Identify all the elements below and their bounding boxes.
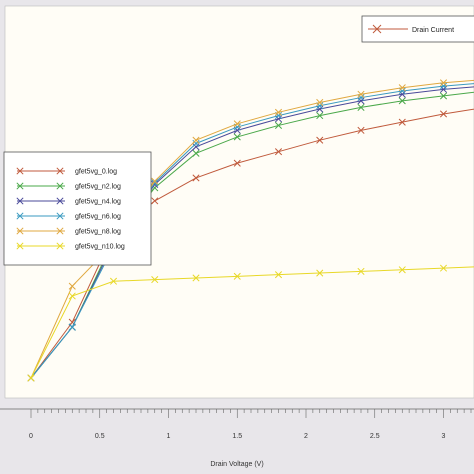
legend-marker <box>56 242 64 250</box>
data-point-marker <box>192 143 200 151</box>
legend-item[interactable]: gfet5vg_n6.log <box>16 212 121 221</box>
legend-marker <box>16 212 24 220</box>
legend-marker <box>56 197 64 205</box>
data-point-marker <box>274 115 283 123</box>
top-legend[interactable]: Drain Current <box>361 15 474 43</box>
data-point-marker <box>233 159 241 167</box>
data-point-marker <box>233 133 241 141</box>
data-point-marker <box>316 269 324 277</box>
legend-label: gfet5vg_n4.log <box>75 199 121 206</box>
data-point-marker <box>439 82 448 90</box>
legend-marker <box>56 167 64 175</box>
data-point-marker <box>398 97 406 105</box>
data-point-marker <box>439 85 448 93</box>
x-tick-label: 2 <box>304 433 308 440</box>
top-legend-marker <box>372 24 382 34</box>
legend-item[interactable]: gfet5vg_n2.log <box>16 182 121 191</box>
data-point-marker <box>192 149 200 157</box>
data-point-marker <box>439 110 448 118</box>
data-point-marker <box>398 266 406 274</box>
data-point-marker <box>27 374 35 382</box>
data-point-marker <box>439 79 448 87</box>
data-point-marker <box>274 271 283 279</box>
data-point-marker <box>357 103 365 111</box>
series-line <box>30 266 474 379</box>
legend-marker <box>56 212 64 220</box>
legend-label: gfet5vg_n2.log <box>75 184 121 191</box>
legend-label: gfet5vg_n10.log <box>75 244 125 251</box>
data-point-marker <box>151 197 159 205</box>
x-tick-label: 3 <box>442 433 446 440</box>
legend-marker <box>16 242 24 250</box>
data-point-marker <box>68 292 76 300</box>
top-legend-label: Drain Current <box>412 27 454 34</box>
series-gfet5vg_n10.log <box>27 264 474 382</box>
legend-marker <box>16 182 24 190</box>
data-point-marker <box>68 323 76 331</box>
data-point-marker <box>439 264 448 272</box>
legend-marker <box>56 227 64 235</box>
data-point-marker <box>316 112 324 120</box>
legend-label: gfet5vg_n6.log <box>75 214 121 221</box>
data-point-marker <box>316 105 324 113</box>
data-point-marker <box>398 90 406 98</box>
x-tick-label: 0.5 <box>95 433 105 440</box>
legend-label: gfet5vg_n8.log <box>75 229 121 236</box>
legend-item[interactable]: gfet5vg_n4.log <box>16 197 121 206</box>
legend-marker <box>16 227 24 235</box>
data-point-marker <box>68 282 76 290</box>
data-point-marker <box>274 121 283 129</box>
data-point-marker <box>357 126 365 134</box>
data-point-marker <box>109 277 118 285</box>
data-point-marker <box>316 102 324 110</box>
data-point-marker <box>357 97 365 105</box>
x-tick-label: 1.5 <box>232 433 242 440</box>
legend-marker <box>56 182 64 190</box>
data-point-marker <box>233 272 241 280</box>
data-point-marker <box>439 92 448 100</box>
series-legend[interactable]: gfet5vg_0.log gfet5vg_n2.log gfet5vg_n4.lo… <box>3 151 152 266</box>
data-point-marker <box>316 136 324 144</box>
x-tick-label: 0 <box>29 433 33 440</box>
x-tick-label: 2.5 <box>370 433 380 440</box>
data-point-marker <box>398 87 406 95</box>
data-point-marker <box>357 94 365 102</box>
data-point-marker <box>192 274 200 282</box>
data-point-marker <box>274 148 283 156</box>
data-point-marker <box>274 112 283 120</box>
legend-item[interactable]: gfet5vg_0.log <box>16 167 117 176</box>
data-point-marker <box>151 177 159 185</box>
data-point-marker <box>192 174 200 182</box>
x-axis-title: Drain Voltage (V) <box>210 461 263 468</box>
data-point-marker <box>151 276 159 284</box>
legend-item[interactable]: gfet5vg_n10.log <box>16 242 125 251</box>
data-point-marker <box>192 139 200 148</box>
legend-label: gfet5vg_0.log <box>75 169 117 176</box>
data-point-marker <box>398 84 406 92</box>
legend-marker <box>16 197 24 205</box>
data-point-marker <box>233 120 241 128</box>
data-point-marker <box>357 267 365 275</box>
x-tick-label: 1 <box>167 433 171 440</box>
data-point-marker <box>398 118 406 126</box>
data-point-marker <box>357 90 365 98</box>
x-axis: 0 0.5 1 1.5 2 2.5 3 <box>0 408 474 440</box>
legend-item[interactable]: gfet5vg_n8.log <box>16 227 121 236</box>
legend-marker <box>16 167 24 175</box>
data-point-marker <box>192 136 200 144</box>
data-point-marker <box>274 108 283 116</box>
data-point-marker <box>316 98 324 107</box>
